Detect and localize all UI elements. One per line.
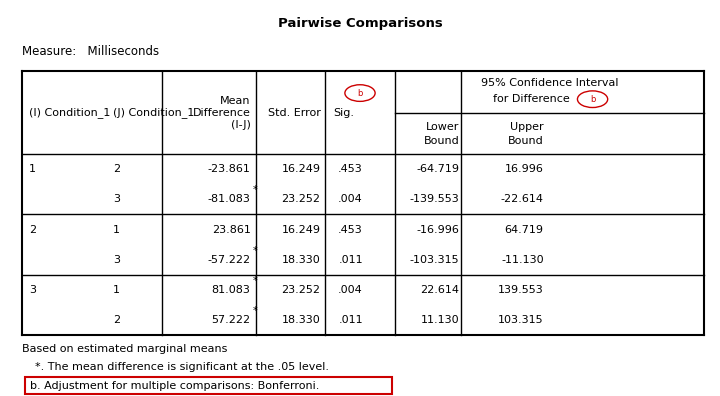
- Text: -23.861: -23.861: [207, 164, 251, 175]
- Text: 1: 1: [113, 225, 120, 234]
- Text: 11.130: 11.130: [420, 314, 459, 325]
- Text: Measure:   Milliseconds: Measure: Milliseconds: [22, 45, 158, 58]
- Text: 3: 3: [113, 194, 120, 204]
- Text: *: *: [253, 306, 258, 316]
- Text: 81.083: 81.083: [212, 285, 251, 295]
- Text: .011: .011: [338, 255, 363, 265]
- Text: for Difference: for Difference: [493, 94, 570, 104]
- Text: Bound: Bound: [423, 136, 459, 146]
- Text: (I) Condition_1: (I) Condition_1: [29, 107, 110, 118]
- Text: b: b: [357, 89, 363, 97]
- Text: .004: .004: [338, 285, 363, 295]
- Text: 16.249: 16.249: [282, 164, 320, 175]
- Text: -22.614: -22.614: [500, 194, 544, 204]
- Text: 2: 2: [29, 225, 36, 234]
- Text: Bound: Bound: [508, 136, 544, 146]
- Text: .453: .453: [338, 225, 363, 234]
- Text: 18.330: 18.330: [282, 255, 320, 265]
- Text: -11.130: -11.130: [501, 255, 544, 265]
- Text: 95% Confidence Interval: 95% Confidence Interval: [481, 78, 618, 88]
- Text: Difference: Difference: [193, 108, 251, 118]
- Text: 16.249: 16.249: [282, 225, 320, 234]
- Text: 139.553: 139.553: [498, 285, 544, 295]
- Text: 22.614: 22.614: [420, 285, 459, 295]
- Text: 3: 3: [113, 255, 120, 265]
- Text: Std. Error: Std. Error: [268, 108, 320, 118]
- Text: -81.083: -81.083: [207, 194, 251, 204]
- Text: .004: .004: [338, 194, 363, 204]
- Text: -103.315: -103.315: [410, 255, 459, 265]
- Text: *: *: [253, 185, 258, 196]
- Text: 23.861: 23.861: [212, 225, 251, 234]
- Text: 64.719: 64.719: [505, 225, 544, 234]
- Text: -64.719: -64.719: [416, 164, 459, 175]
- Text: Based on estimated marginal means: Based on estimated marginal means: [22, 344, 227, 354]
- Text: Pairwise Comparisons: Pairwise Comparisons: [278, 17, 442, 30]
- Text: 57.222: 57.222: [212, 314, 251, 325]
- Text: 23.252: 23.252: [282, 194, 320, 204]
- Text: Sig.: Sig.: [333, 108, 354, 118]
- Text: 18.330: 18.330: [282, 314, 320, 325]
- Text: 1: 1: [113, 285, 120, 295]
- Text: Upper: Upper: [510, 122, 544, 131]
- Text: b. Adjustment for multiple comparisons: Bonferroni.: b. Adjustment for multiple comparisons: …: [30, 381, 320, 391]
- Text: 2: 2: [113, 314, 120, 325]
- Text: .011: .011: [338, 314, 363, 325]
- Text: -57.222: -57.222: [207, 255, 251, 265]
- Text: (J) Condition_1: (J) Condition_1: [113, 107, 194, 118]
- Text: 3: 3: [29, 285, 36, 295]
- Text: Mean: Mean: [220, 96, 251, 106]
- Text: Lower: Lower: [426, 122, 459, 131]
- Text: 103.315: 103.315: [498, 314, 544, 325]
- Text: b: b: [590, 95, 595, 104]
- Text: -139.553: -139.553: [410, 194, 459, 204]
- Text: (I-J): (I-J): [230, 120, 251, 130]
- Text: 2: 2: [113, 164, 120, 175]
- Text: *: *: [253, 246, 258, 255]
- Text: -16.996: -16.996: [416, 225, 459, 234]
- Text: *: *: [253, 276, 258, 286]
- Text: 16.996: 16.996: [505, 164, 544, 175]
- Text: *. The mean difference is significant at the .05 level.: *. The mean difference is significant at…: [35, 362, 328, 373]
- Text: 1: 1: [29, 164, 36, 175]
- Text: .453: .453: [338, 164, 363, 175]
- Text: 23.252: 23.252: [282, 285, 320, 295]
